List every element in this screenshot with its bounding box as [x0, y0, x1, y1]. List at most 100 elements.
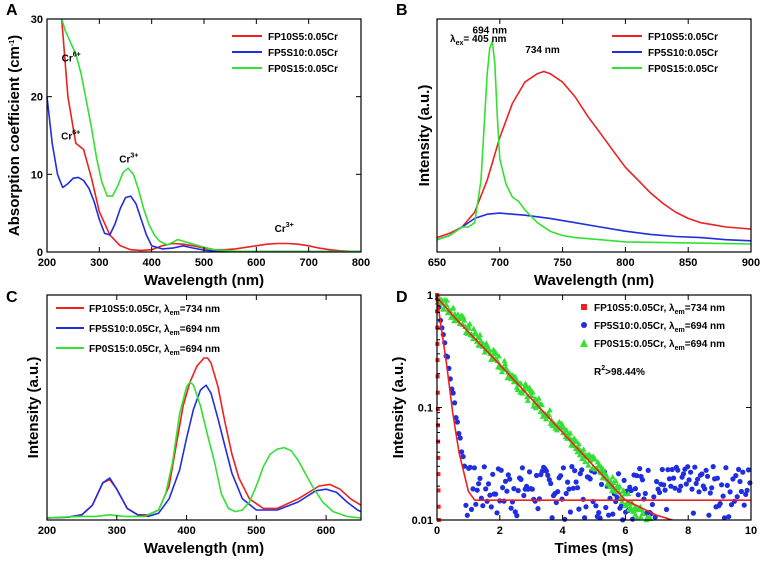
data-point-blue — [476, 481, 482, 487]
data-point-blue — [543, 468, 550, 474]
y-tick-label: 1 — [427, 290, 433, 302]
data-point-blue — [734, 494, 740, 500]
data-point-blue — [714, 475, 721, 481]
data-point-blue — [663, 506, 670, 513]
data-point-blue — [535, 506, 541, 512]
data-point-blue — [521, 492, 527, 499]
data-point-green — [620, 487, 627, 493]
data-point-blue — [649, 501, 656, 508]
data-point-blue — [502, 478, 509, 484]
x-tick-label: 700 — [299, 257, 317, 269]
data-point-blue — [618, 503, 624, 509]
data-point-blue — [459, 449, 465, 455]
data-point-blue — [452, 400, 458, 406]
data-point-blue — [460, 454, 466, 460]
data-point-green — [502, 360, 509, 367]
data-point-blue — [639, 477, 646, 483]
data-point-blue — [680, 471, 687, 477]
data-point-blue — [473, 501, 479, 507]
data-point-green — [512, 373, 519, 380]
data-point-blue — [706, 512, 712, 518]
data-point-blue — [728, 502, 735, 508]
data-point-blue — [661, 482, 667, 488]
data-point-green — [569, 438, 576, 445]
annotation: Cr3+ — [275, 222, 294, 235]
data-point-blue — [573, 479, 579, 485]
legend-label: FP0S15:0.05Cr, λem=694 nm — [89, 344, 220, 357]
data-point-red — [435, 390, 440, 395]
data-point-blue — [529, 486, 535, 492]
data-point-red — [436, 472, 441, 477]
data-point-blue — [463, 502, 469, 508]
x-tick-label: 300 — [90, 257, 108, 269]
data-point-blue — [467, 464, 473, 470]
data-point-blue — [730, 476, 736, 482]
data-point-green — [448, 313, 455, 320]
data-point-blue — [614, 494, 620, 500]
data-point-blue — [511, 486, 517, 492]
x-tick-label: 650 — [428, 257, 446, 269]
data-point-blue — [548, 480, 554, 487]
data-point-green — [539, 401, 545, 408]
data-point-blue — [709, 485, 715, 491]
series-line-FP10S5:0.05Cr — [46, 357, 362, 519]
data-point-blue — [692, 464, 698, 470]
y-tick-label: 30 — [31, 14, 43, 26]
data-point-blue — [508, 505, 514, 511]
legend-marker — [581, 304, 587, 310]
data-point-blue — [710, 464, 716, 470]
data-point-blue — [695, 476, 701, 482]
data-point-green — [637, 513, 644, 520]
data-point-blue — [515, 488, 521, 494]
data-point-blue — [583, 504, 589, 510]
annotation: Cr3+ — [119, 153, 138, 166]
legend-label: FP0S15:0.05Cr, λem=694 nm — [594, 339, 725, 352]
data-point-blue — [468, 506, 475, 512]
data-point-green — [575, 440, 582, 447]
data-point-green — [580, 446, 587, 452]
data-point-blue — [702, 486, 708, 492]
series-line-FP0S15:0.05Cr — [436, 40, 752, 245]
data-point-blue — [507, 476, 513, 482]
data-point-green — [558, 420, 565, 426]
data-point-blue — [603, 504, 609, 511]
data-point-blue — [526, 469, 533, 475]
data-point-green — [619, 498, 626, 504]
data-point-green — [524, 393, 531, 400]
data-point-green — [484, 342, 491, 348]
excitation-label: λex= 405 nm — [450, 34, 507, 47]
annotation: Cr6+ — [61, 129, 80, 142]
data-point-blue — [666, 476, 673, 482]
legend-label: FP0S15:0.05Cr — [648, 64, 718, 75]
x-axis-label: Wavelength (nm) — [534, 272, 654, 289]
data-point-blue — [678, 483, 684, 489]
data-point-green — [461, 317, 468, 323]
data-point-blue — [738, 488, 745, 495]
data-point-blue — [740, 469, 746, 475]
data-point-green — [477, 331, 483, 338]
data-point-green — [535, 395, 542, 401]
data-point-red — [435, 407, 440, 411]
data-point-blue — [726, 514, 732, 520]
x-tick-label: 600 — [317, 525, 335, 537]
data-point-blue — [693, 480, 699, 487]
x-tick-label: 400 — [177, 525, 195, 537]
data-point-blue — [493, 491, 499, 497]
data-point-blue — [504, 488, 510, 494]
data-point-green — [582, 458, 589, 464]
panel-a: 200 300 400 500 600 700 800 0 10 20 30 Wavelength (… — [6, 2, 370, 289]
data-point-green — [638, 506, 645, 512]
data-point-blue — [483, 486, 489, 492]
r-squared-label: R2>98.44% — [594, 365, 645, 378]
data-point-blue — [665, 467, 671, 473]
x-tick-label: 900 — [742, 257, 760, 269]
x-tick-label: 700 — [491, 257, 509, 269]
data-point-blue — [565, 479, 571, 485]
data-point-blue — [688, 469, 694, 475]
data-point-green — [455, 311, 461, 317]
data-point-blue — [593, 503, 599, 509]
data-point-blue — [569, 464, 575, 470]
data-point-blue — [699, 471, 705, 477]
data-point-blue — [720, 493, 726, 499]
